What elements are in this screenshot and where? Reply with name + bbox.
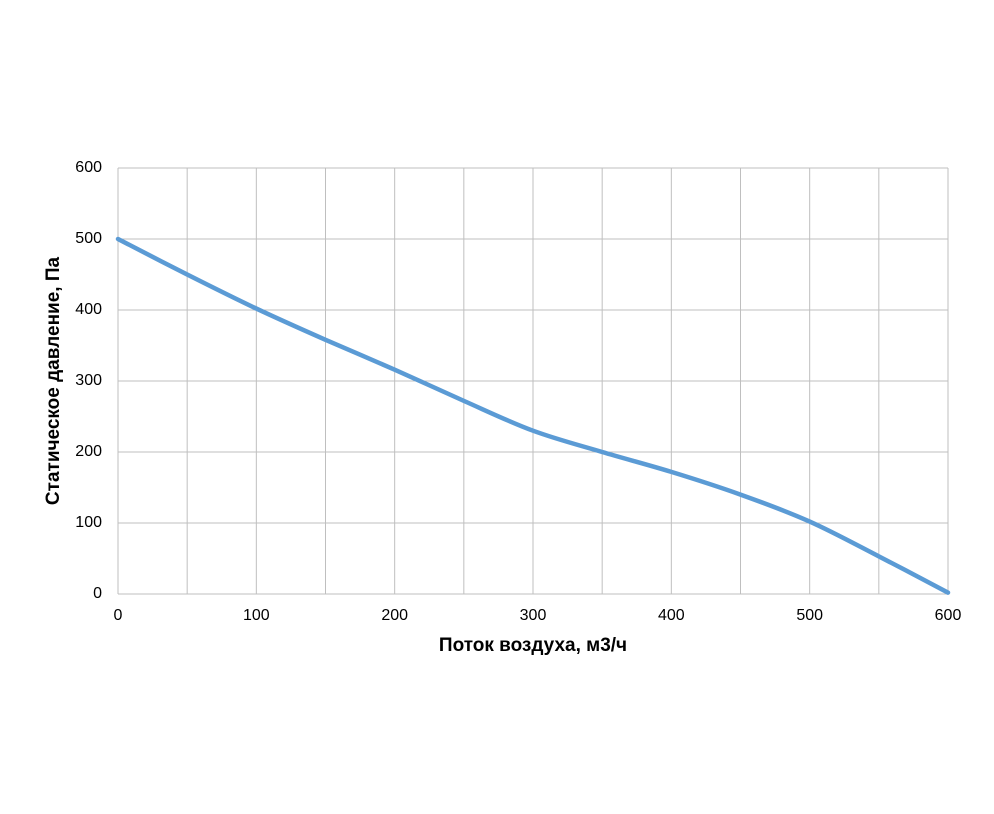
y-tick-label: 400 xyxy=(75,301,102,318)
y-tick-label: 0 xyxy=(93,585,102,602)
y-tick-label: 100 xyxy=(75,514,102,531)
x-tick-label: 200 xyxy=(381,607,408,624)
y-tick-label: 200 xyxy=(75,443,102,460)
x-tick-label: 600 xyxy=(935,607,962,624)
y-tick-label: 500 xyxy=(75,230,102,247)
x-axis-title: Поток воздуха, м3/ч xyxy=(439,635,627,656)
y-tick-label: 600 xyxy=(75,159,102,176)
x-tick-label: 100 xyxy=(243,607,270,624)
x-tick-label: 0 xyxy=(114,607,123,624)
y-axis-title: Статическое давление, Па xyxy=(43,256,64,505)
data-line xyxy=(115,236,951,595)
y-tick-label: 300 xyxy=(75,372,102,389)
x-tick-label: 500 xyxy=(796,607,823,624)
x-tick-label: 300 xyxy=(520,607,547,624)
x-tick-label: 400 xyxy=(658,607,685,624)
